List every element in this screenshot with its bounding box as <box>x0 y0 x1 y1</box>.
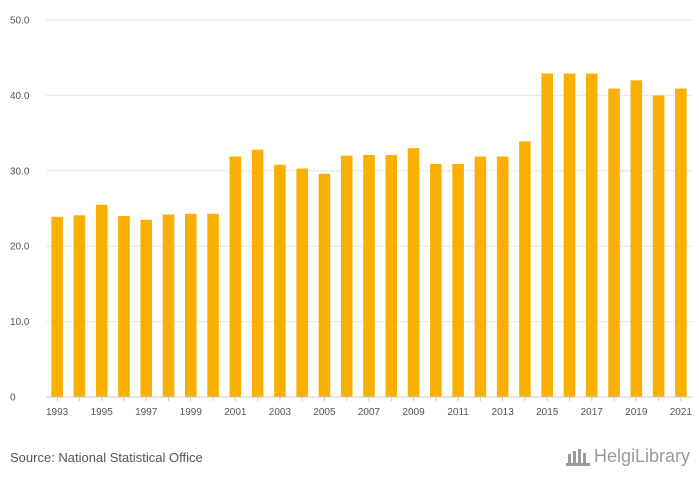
bar-2012 <box>474 156 487 397</box>
x-tick-label: 2007 <box>358 407 381 418</box>
bar-2020 <box>652 95 665 398</box>
x-tick-label: 2003 <box>269 407 292 418</box>
bar-2017 <box>585 73 598 397</box>
y-tick-label: 10.0 <box>10 317 30 328</box>
bar-2005 <box>318 173 331 397</box>
x-tick-label: 2019 <box>625 407 648 418</box>
bar-1994 <box>73 215 86 397</box>
bar-1998 <box>162 214 175 397</box>
x-tick-label: 2015 <box>536 407 559 418</box>
bar-1997 <box>140 219 153 397</box>
bar-2013 <box>496 156 509 397</box>
bar-2008 <box>385 154 398 397</box>
bar-2006 <box>340 155 353 397</box>
logo-text: HelgiLibrary <box>593 446 690 466</box>
bar-2011 <box>452 164 464 397</box>
x-tick-label: 2021 <box>670 407 693 418</box>
axes: 0 10.0 20.0 30.0 40.0 50.0 1993 1995 1997 1999 200… <box>10 16 692 419</box>
x-tick-label: 2001 <box>224 407 247 418</box>
helgi-library-logo[interactable]: HelgiLibrary <box>565 446 690 467</box>
bar-2010 <box>430 164 442 397</box>
bars <box>51 73 687 398</box>
bar-2021 <box>675 88 687 397</box>
x-tick-label: 1995 <box>91 407 114 418</box>
x-tick-label: 2013 <box>492 407 515 418</box>
bar-chart: 0 10.0 20.0 30.0 40.0 50.0 1993 1995 1997 1999 200… <box>10 16 692 419</box>
y-tick-label: 30.0 <box>10 166 30 177</box>
bar-2018 <box>608 88 620 397</box>
x-tick-label: 2011 <box>447 407 469 418</box>
source-note: Source: National Statistical Office <box>10 450 203 465</box>
x-tick-label: 1997 <box>135 407 158 418</box>
bar-2003 <box>274 164 286 397</box>
bar-2015 <box>541 73 553 397</box>
bar-1995 <box>95 204 108 397</box>
y-tick-label: 40.0 <box>10 91 30 102</box>
y-tick-label: 20.0 <box>10 242 30 253</box>
bar-2009 <box>407 148 420 397</box>
bar-2019 <box>630 80 643 397</box>
bar-1993 <box>51 216 63 397</box>
library-building-icon <box>565 448 590 466</box>
bar-1996 <box>118 216 130 397</box>
bar-2001 <box>229 156 242 397</box>
bar-2007 <box>363 154 375 397</box>
bar-2014 <box>519 141 531 397</box>
x-tick-label: 1999 <box>180 407 203 418</box>
y-tick-label: 50.0 <box>10 16 30 27</box>
bar-2004 <box>296 168 308 397</box>
x-tick-label: 2017 <box>581 407 604 418</box>
x-tick-label: 1993 <box>46 407 69 418</box>
bar-1999 <box>185 213 197 397</box>
x-tick-label: 2009 <box>402 407 425 418</box>
bar-2002 <box>251 149 264 397</box>
y-tick-label: 0 <box>10 393 16 404</box>
bar-2016 <box>563 73 576 397</box>
x-tick-label: 2005 <box>313 407 336 418</box>
bar-2000 <box>207 213 219 397</box>
